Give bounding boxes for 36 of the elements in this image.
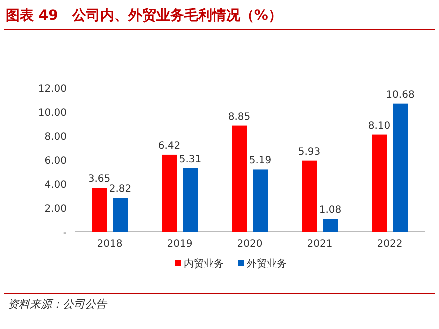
- text: 资料来源：公司公告: [8, 298, 108, 311]
- y-tick-label: 8.00: [44, 132, 67, 143]
- y-tick-label: 12.00: [38, 84, 67, 95]
- data-label: 10.68: [386, 90, 415, 101]
- y-tick-label: 10.00: [38, 108, 67, 119]
- data-label: 3.65: [88, 174, 111, 186]
- y-tick-label: 6.00: [44, 156, 67, 167]
- data-label: 5.19: [249, 156, 272, 167]
- bar: [253, 170, 268, 232]
- data-label: 6.42: [158, 140, 181, 152]
- legend-label: 外贸业务: [247, 258, 287, 270]
- bar: [393, 104, 408, 232]
- bar: [232, 126, 247, 232]
- data-label: 5.31: [179, 154, 202, 166]
- y-tick-label: 4.00: [44, 180, 67, 191]
- x-tick-label: 2021: [307, 239, 333, 250]
- y-tick-label: -: [63, 228, 68, 239]
- data-label: 2.82: [109, 184, 132, 196]
- bar: [372, 134, 387, 232]
- x-tick-label: 2019: [167, 239, 193, 250]
- legend-label: 内贸业务: [184, 258, 224, 270]
- data-label: 1.08: [319, 205, 342, 216]
- bar: [113, 198, 128, 232]
- bar: [323, 219, 338, 232]
- chart-title: 图表 49 公司内、外贸业务毛利情况（%）: [6, 7, 282, 24]
- bar: [183, 168, 198, 232]
- data-label: 5.93: [298, 146, 321, 158]
- bar: [302, 160, 317, 232]
- x-tick-label: 2022: [377, 239, 403, 250]
- data-label: 8.10: [368, 120, 391, 132]
- y-tick-label: 2.00: [44, 204, 67, 215]
- x-tick-label: 2018: [97, 239, 123, 250]
- x-tick-label: 2020: [237, 239, 263, 250]
- bar: [162, 154, 177, 232]
- bar: [92, 188, 107, 232]
- data-label: 8.85: [228, 112, 251, 123]
